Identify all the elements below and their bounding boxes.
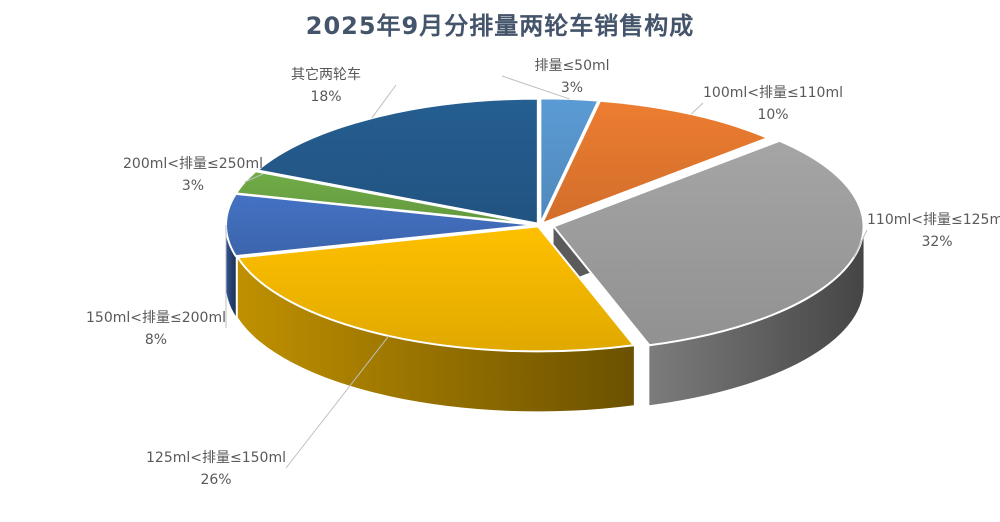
pie-slice <box>236 225 635 353</box>
slice-label: 125ml<排量≤150ml 26% <box>146 450 286 488</box>
slice-label: 其它两轮车 18% <box>291 66 361 105</box>
slice-percent: 3% <box>561 80 583 96</box>
slice-label: 110ml<排量≤125ml 32% <box>867 212 1000 250</box>
slice-category: 125ml<排量≤150ml <box>146 450 286 466</box>
slice-label: 200ml<排量≤250ml 3% <box>123 156 263 194</box>
slice-category: 150ml<排量≤200ml <box>86 310 226 326</box>
leader-line <box>501 75 570 100</box>
slice-percent: 8% <box>145 332 167 348</box>
slice-category: 100ml<排量≤110ml <box>703 85 843 101</box>
slice-side <box>226 225 236 317</box>
slice-percent: 32% <box>921 234 952 250</box>
slice-label: 100ml<排量≤110ml 10% <box>703 85 843 123</box>
slice-percent: 3% <box>182 178 204 194</box>
slice-category: 排量≤50ml <box>534 58 609 74</box>
leader-line <box>285 335 390 469</box>
leader-line <box>853 229 868 258</box>
leader-line <box>371 84 397 119</box>
leader-line <box>244 173 264 183</box>
slice-side <box>237 257 634 412</box>
pie-slice <box>552 139 865 347</box>
slice-percent: 18% <box>310 89 341 105</box>
leader-line <box>690 102 704 115</box>
pie-tops <box>225 97 865 353</box>
slice-category: 其它两轮车 <box>291 66 361 83</box>
chart-title: 2025年9月分排量两轮车销售构成 <box>305 12 695 40</box>
slice-side <box>649 226 864 406</box>
slice-category: 110ml<排量≤125ml <box>867 212 1000 228</box>
slice-percent: 26% <box>200 472 231 488</box>
pie-slice <box>540 99 769 225</box>
slice-category: 200ml<排量≤250ml <box>123 156 263 172</box>
pie-slice <box>256 97 539 225</box>
data-labels: 排量≤50ml 3% 100ml<排量≤110ml 10% 110ml<排量≤125ml… <box>86 58 1000 488</box>
slice-label: 排量≤50ml 3% <box>534 58 609 96</box>
slice-percent: 10% <box>757 107 788 123</box>
leader-lines <box>225 75 868 469</box>
slice-label: 150ml<排量≤200ml 8% <box>86 310 226 348</box>
